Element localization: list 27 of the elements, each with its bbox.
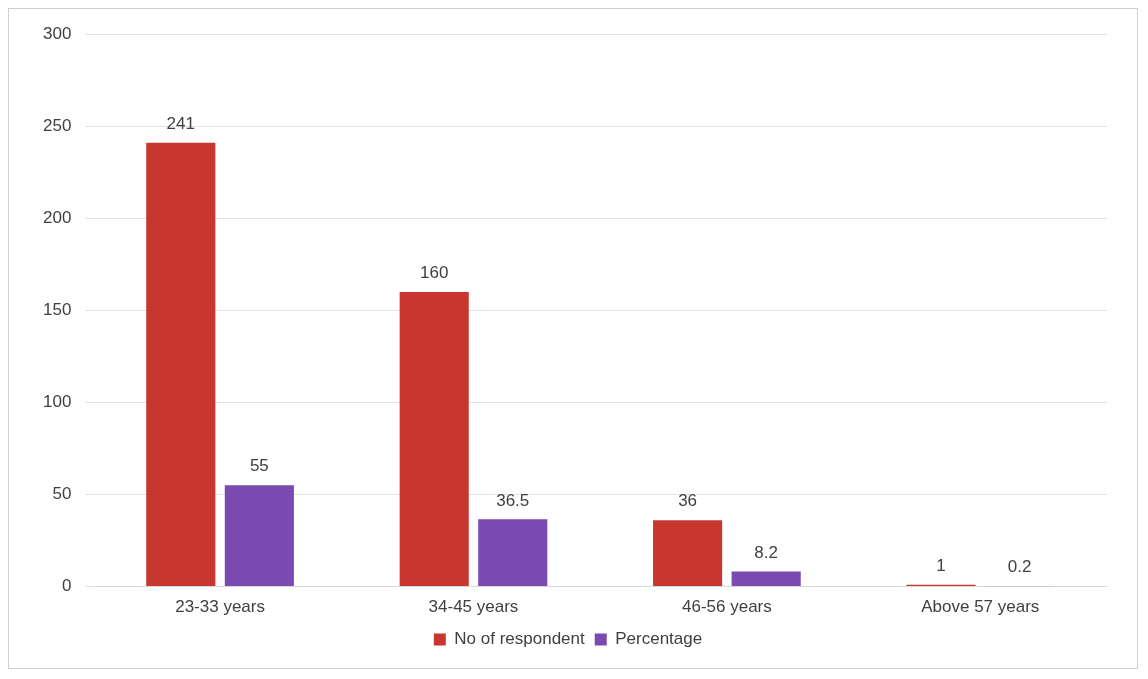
bar [478, 519, 548, 587]
bar [224, 485, 294, 587]
data-label: 241 [166, 113, 195, 133]
y-tick-label: 50 [52, 484, 72, 504]
y-tick-label: 0 [61, 576, 72, 596]
x-tick-label: 23-33 years [175, 597, 265, 617]
data-label: 8.2 [754, 542, 778, 562]
y-tick-label: 250 [42, 115, 72, 135]
y-tick-label: 200 [42, 207, 72, 227]
legend-label: No of respondent [454, 629, 586, 649]
data-label: 36 [678, 491, 698, 511]
bar [399, 291, 469, 587]
bar [653, 520, 723, 587]
data-label: 36.5 [496, 490, 530, 510]
y-tick-label: 300 [42, 23, 72, 43]
x-tick-label: 34-45 years [428, 597, 519, 617]
y-tick-label: 100 [42, 392, 72, 412]
data-label: 55 [249, 456, 269, 476]
y-tick-label: 150 [42, 299, 72, 319]
x-tick-label: Above 57 years [921, 597, 1040, 617]
data-label: 1 [936, 555, 946, 575]
data-label: 0.2 [1007, 557, 1032, 577]
legend-label: Percentage [615, 629, 703, 649]
data-label: 160 [420, 263, 449, 283]
bar [146, 142, 216, 587]
x-tick-label: 46-56 years [682, 597, 772, 617]
bar [731, 571, 801, 587]
